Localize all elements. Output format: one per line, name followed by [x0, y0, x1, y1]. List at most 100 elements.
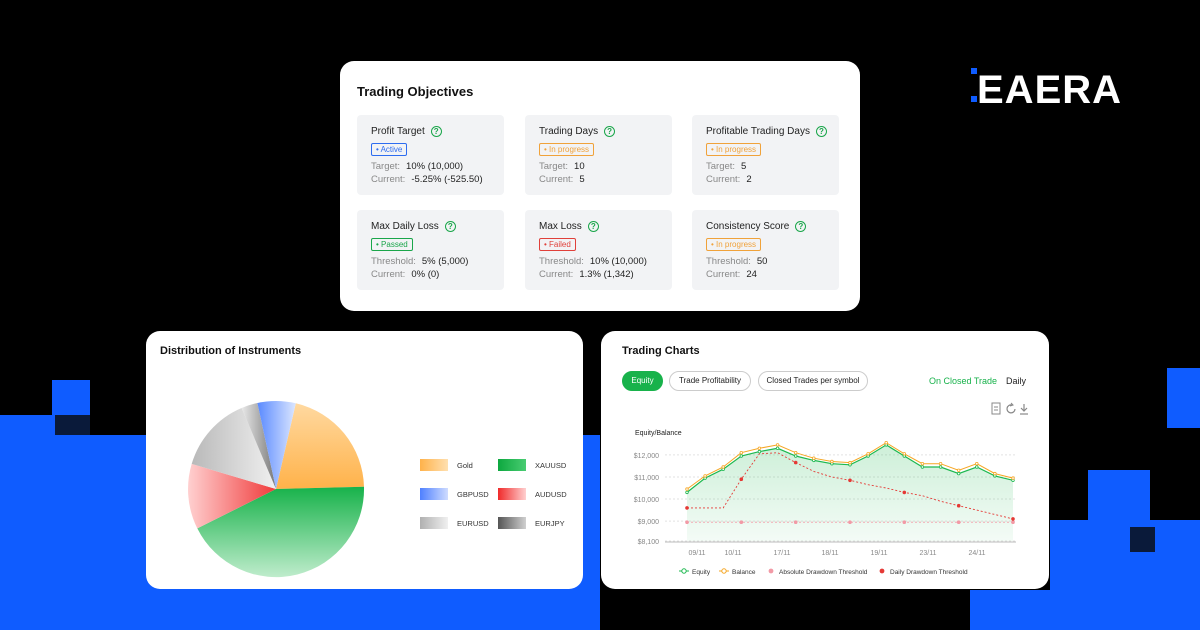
- line-label: Current:: [539, 269, 574, 280]
- distribution-title: Distribution of Instruments: [160, 345, 302, 357]
- status-text: Active: [380, 145, 403, 154]
- legend-label: EURUSD: [457, 518, 489, 528]
- data-point: [685, 487, 689, 491]
- help-icon[interactable]: ?: [430, 125, 442, 137]
- data-point: [739, 477, 744, 482]
- help-icon[interactable]: ?: [795, 220, 807, 232]
- objective-name: Max Daily Loss?: [371, 220, 504, 232]
- chart-legend-label: Daily Drawdown Threshold: [890, 569, 968, 576]
- tab-trade-profitability[interactable]: Trade Profitability: [669, 371, 751, 391]
- legend-marker: [721, 568, 727, 574]
- legend-swatch: [498, 517, 526, 529]
- chart-legend-item[interactable]: Daily Drawdown Threshold: [879, 568, 968, 576]
- data-point: [848, 478, 852, 483]
- legend-marker: [768, 568, 774, 574]
- help-icon[interactable]: ?: [444, 220, 456, 232]
- status-text: In progress: [716, 145, 757, 154]
- data-point: [793, 454, 798, 458]
- line-label: Threshold:: [371, 256, 416, 267]
- x-tick-label: 18/11: [822, 550, 839, 557]
- line-value: 5: [579, 174, 585, 185]
- tab-closed-trades-per-symbol[interactable]: Closed Trades per symbol: [758, 371, 868, 391]
- line-value: 10% (10,000): [589, 256, 647, 267]
- objective-name-text: Consistency Score: [706, 220, 790, 232]
- data-point: [848, 520, 852, 525]
- data-point: [775, 443, 780, 447]
- line-label: Current:: [371, 174, 406, 185]
- help-icon[interactable]: ?: [604, 125, 616, 137]
- chart-legend-label: Balance: [732, 569, 756, 576]
- data-point: [957, 471, 961, 476]
- logo-square-mark: [971, 96, 977, 102]
- legend-item: Gold: [420, 459, 473, 471]
- legend-label: Gold: [457, 460, 473, 470]
- mode-daily[interactable]: Daily: [1006, 376, 1027, 386]
- legend-item: XAUUSD: [498, 459, 566, 471]
- eaera-logo: EAERA: [971, 68, 1123, 113]
- document-icon[interactable]: [991, 402, 1001, 415]
- data-point: [938, 465, 943, 469]
- objective-tile: Max Daily Loss? • Passed Threshold: 5% (5,0…: [357, 210, 504, 290]
- status-text: In progress: [716, 240, 757, 249]
- distribution-card: Distribution of Instruments Gold XAUUSD GB…: [146, 331, 583, 589]
- pie-slice-xauusd: [197, 486, 365, 578]
- data-point: [1011, 476, 1015, 480]
- download-icon[interactable]: [1020, 404, 1028, 415]
- data-point: [775, 446, 780, 450]
- legend-swatch: [420, 488, 448, 500]
- logo-text: EAERA: [977, 68, 1123, 112]
- line-value: 5% (5,000): [421, 256, 469, 267]
- objective-line-1: Threshold: 10% (10,000): [539, 257, 672, 267]
- objective-line-1: Target: 10: [539, 162, 672, 172]
- data-point: [975, 461, 979, 466]
- refresh-icon[interactable]: [1006, 402, 1016, 414]
- line-label: Threshold:: [539, 256, 584, 267]
- charts-title: Trading Charts: [622, 345, 700, 357]
- equity-area: [687, 444, 1013, 541]
- line-label: Target:: [706, 161, 736, 172]
- pie-slice-gbpusd: [257, 401, 296, 489]
- help-icon[interactable]: ?: [815, 125, 827, 137]
- pie-slice-gold: [276, 403, 364, 489]
- status-text: Failed: [549, 240, 571, 249]
- line-value: 5: [741, 161, 747, 172]
- legend-swatch: [498, 459, 526, 471]
- chart-legend-item[interactable]: Equity: [679, 568, 711, 576]
- y-tick-label: $10,000: [634, 497, 659, 504]
- line-label: Target:: [371, 161, 401, 172]
- chart-legend-item[interactable]: Balance: [719, 568, 756, 576]
- pie-slice-eurjpy: [241, 403, 276, 489]
- data-point: [793, 450, 798, 455]
- objective-line-2: Current: 1.3% (1,342): [539, 270, 672, 280]
- objective-line-2: Current: 5: [539, 175, 672, 185]
- data-point: [812, 456, 816, 460]
- data-point: [1011, 517, 1015, 521]
- line-value: 2: [746, 174, 752, 185]
- help-icon[interactable]: ?: [587, 220, 599, 232]
- line-label: Current:: [706, 174, 741, 185]
- status-badge: • Failed: [539, 238, 576, 251]
- line-value: 10% (10,000): [406, 161, 464, 172]
- data-point: [957, 468, 961, 472]
- data-point: [757, 446, 762, 450]
- chart-legend-item[interactable]: Absolute Drawdown Threshold: [768, 568, 868, 576]
- objective-tile: Max Loss? • Failed Threshold: 10% (10,000) C…: [525, 210, 672, 290]
- data-point: [902, 452, 906, 456]
- data-point: [956, 503, 961, 508]
- status-badge: • In progress: [706, 238, 762, 251]
- objective-name: Profit Target?: [371, 125, 504, 137]
- line-label: Current:: [539, 174, 574, 185]
- tab-equity[interactable]: Equity: [622, 371, 663, 391]
- objective-line-1: Target: 5: [706, 162, 839, 172]
- mode-on-closed-trade[interactable]: On Closed Trade: [929, 376, 998, 386]
- legend-label: AUDUSD: [535, 489, 567, 499]
- line-value: 1.3% (1,342): [579, 269, 634, 280]
- data-point: [793, 520, 798, 525]
- objective-name: Consistency Score?: [706, 220, 839, 232]
- data-point: [793, 460, 798, 465]
- legend-item: GBPUSD: [420, 488, 489, 500]
- data-point: [739, 520, 744, 525]
- equity-line-chart: Equity/Balance $12,000 $11,000 $10,000 $9,00…: [634, 430, 1016, 576]
- objective-line-1: Target: 10% (10,000): [371, 162, 504, 172]
- objective-tile: Profit Target? • Active Target: 10% (10,000…: [357, 115, 504, 195]
